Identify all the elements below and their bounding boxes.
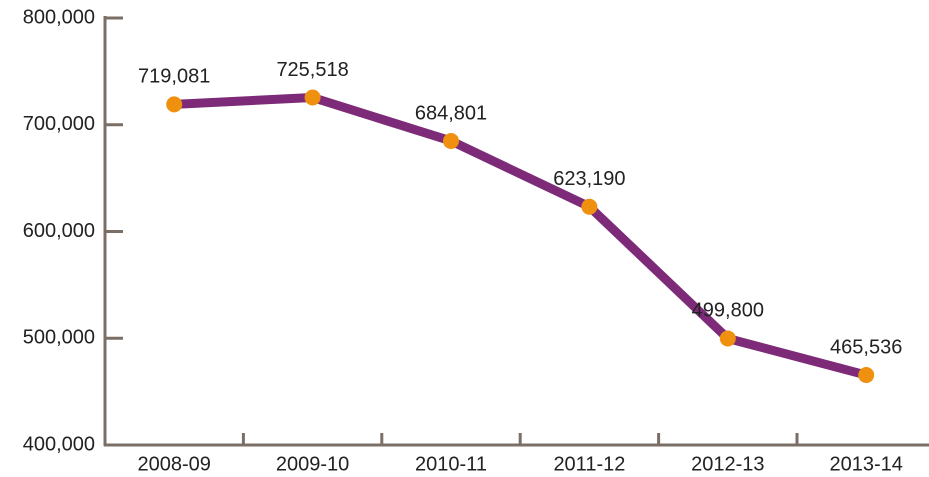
data-label: 465,536 bbox=[830, 336, 902, 358]
marker bbox=[304, 89, 321, 106]
marker bbox=[719, 330, 736, 347]
y-tick-label: 600,000 bbox=[23, 220, 95, 242]
data-label: 719,081 bbox=[138, 66, 210, 88]
marker bbox=[581, 198, 598, 215]
y-tick-label: 800,000 bbox=[23, 6, 95, 28]
x-tick-label: 2009-10 bbox=[276, 453, 349, 475]
x-tick-label: 2013-14 bbox=[829, 453, 902, 475]
x-tick-label: 2008-09 bbox=[137, 453, 210, 475]
marker bbox=[443, 132, 459, 149]
data-label: 623,190 bbox=[553, 168, 625, 190]
data-label: 684,801 bbox=[415, 102, 487, 124]
x-tick-label: 2011-12 bbox=[553, 453, 625, 475]
y-tick-label: 700,000 bbox=[23, 113, 95, 135]
data-label: 725,518 bbox=[276, 59, 348, 81]
marker bbox=[166, 96, 183, 113]
y-tick-label: 400,000 bbox=[23, 433, 95, 455]
data-label: 499,800 bbox=[692, 300, 764, 322]
marker bbox=[858, 367, 875, 384]
line bbox=[169, 93, 871, 380]
y-tick-label: 500,000 bbox=[23, 327, 95, 349]
x-tick-label: 2010-11 bbox=[415, 453, 487, 475]
x-tick-label: 2012-13 bbox=[691, 453, 764, 475]
